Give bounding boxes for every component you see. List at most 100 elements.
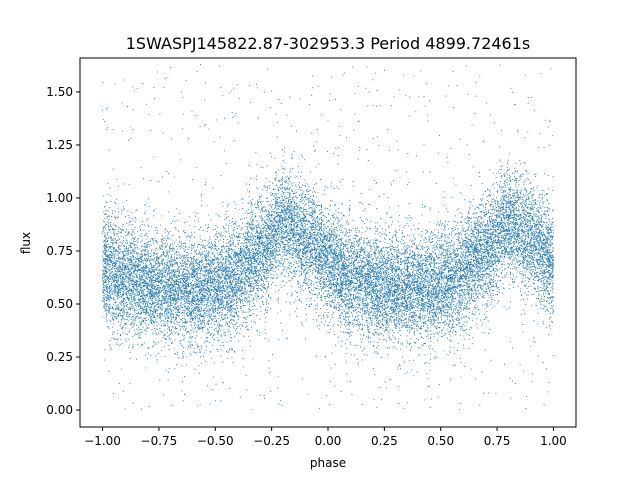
data-point (357, 245, 359, 247)
data-point (402, 300, 404, 303)
data-point (246, 216, 248, 219)
data-point (361, 232, 363, 234)
data-point (389, 378, 392, 380)
data-point (449, 251, 451, 253)
data-point (382, 276, 384, 278)
data-point (341, 227, 343, 229)
data-point (280, 102, 282, 104)
data-point (261, 208, 263, 210)
data-point (321, 242, 324, 244)
data-point (504, 264, 506, 266)
data-point (204, 271, 206, 273)
data-point (194, 298, 197, 300)
data-point (476, 267, 478, 269)
data-point (493, 251, 496, 253)
data-point (154, 329, 156, 331)
data-point (428, 262, 430, 264)
data-point (494, 268, 496, 270)
data-point (469, 296, 471, 298)
data-point (315, 287, 317, 289)
data-point (397, 342, 399, 344)
data-point (140, 167, 142, 169)
data-point (491, 254, 493, 256)
data-point (358, 253, 360, 255)
data-point (304, 282, 306, 284)
data-point (257, 256, 260, 258)
data-point (427, 272, 429, 274)
data-point (314, 236, 317, 238)
data-point (298, 255, 300, 257)
data-point (174, 304, 176, 306)
data-point (172, 314, 174, 316)
data-point (103, 271, 105, 273)
data-point (508, 192, 510, 194)
data-point (135, 209, 137, 212)
data-point (418, 300, 420, 303)
data-point (425, 262, 427, 264)
data-point (233, 139, 235, 142)
data-point (384, 287, 386, 289)
data-point (410, 240, 412, 243)
data-point (134, 250, 136, 252)
data-point (110, 283, 113, 285)
data-point (112, 212, 114, 214)
data-point (313, 242, 315, 244)
data-point (309, 259, 311, 261)
data-point (397, 259, 399, 261)
data-point (202, 263, 205, 265)
data-point (348, 333, 350, 335)
data-point (401, 248, 403, 250)
data-point (487, 320, 489, 322)
data-point (392, 275, 394, 277)
data-point (363, 333, 365, 335)
data-point (152, 156, 154, 158)
data-point (262, 201, 264, 203)
data-point (408, 290, 410, 292)
data-point (188, 215, 190, 217)
data-point (128, 254, 130, 256)
data-point (484, 211, 486, 213)
data-point (397, 275, 399, 277)
data-point (234, 260, 236, 262)
data-point (196, 325, 198, 327)
data-point (209, 304, 211, 307)
data-point (349, 332, 351, 334)
data-point (152, 215, 155, 217)
data-point (464, 231, 466, 233)
data-point (351, 280, 353, 282)
data-point (392, 307, 394, 309)
data-point (521, 191, 523, 193)
data-point (471, 319, 473, 321)
data-point (198, 305, 200, 307)
data-point (306, 240, 308, 242)
data-point (250, 273, 252, 275)
data-point (110, 294, 112, 296)
data-point (356, 249, 358, 251)
data-point (249, 309, 251, 312)
data-point (538, 196, 540, 199)
data-point (118, 211, 120, 213)
data-point (304, 184, 306, 186)
data-point (505, 240, 507, 242)
data-point (142, 261, 144, 263)
data-point (156, 267, 158, 269)
data-point (395, 294, 397, 296)
data-point (128, 259, 130, 261)
data-point (484, 349, 486, 351)
data-point (513, 173, 515, 175)
data-point (475, 297, 477, 299)
data-point (388, 335, 390, 337)
data-point (371, 324, 373, 327)
data-point (179, 295, 181, 297)
data-point (121, 102, 123, 104)
data-point (473, 313, 475, 315)
data-point (160, 306, 162, 309)
data-point (265, 332, 267, 334)
data-point (218, 287, 220, 289)
data-point (538, 267, 540, 269)
data-points (102, 64, 554, 411)
data-point (309, 300, 311, 302)
data-point (338, 241, 340, 243)
data-point (541, 275, 543, 277)
data-point (469, 272, 471, 274)
